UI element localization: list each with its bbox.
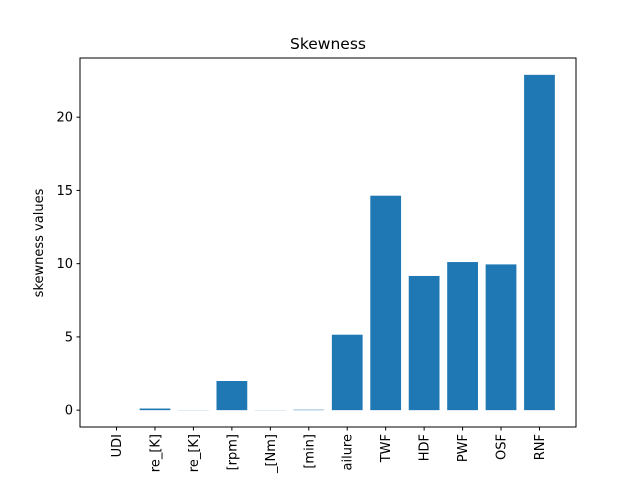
bar-7 — [370, 195, 402, 411]
y-tick-label-1: 5 — [65, 330, 73, 345]
x-tick-label-9: PWF — [456, 434, 471, 462]
bar-8 — [408, 275, 440, 411]
bar-10 — [485, 264, 517, 411]
y-tick-label-0: 0 — [65, 404, 73, 419]
y-tick-label-3: 15 — [56, 184, 73, 199]
x-tick-label-1: re_[K] — [148, 434, 163, 472]
x-tick-label-3: [rpm] — [225, 434, 240, 470]
bar-9 — [447, 262, 478, 411]
x-tick-label-2: re_[K] — [187, 434, 202, 472]
x-tick-label-7: TWF — [379, 434, 394, 463]
y-axis: 0 5 10 15 20 — [56, 111, 80, 419]
y-tick-label-2: 10 — [56, 257, 73, 272]
bar-3 — [216, 381, 248, 411]
y-axis-label: skewness values — [32, 188, 47, 297]
x-tick-label-8: HDF — [418, 434, 433, 461]
x-tick-label-10: OSF — [495, 434, 510, 460]
bar-1 — [139, 408, 171, 411]
bar-6 — [331, 334, 363, 411]
plot-frame — [79, 57, 577, 428]
bar-11 — [524, 74, 555, 411]
x-tick-label-11: RNF — [533, 434, 548, 460]
bars-group — [101, 74, 555, 411]
x-tick-label-0: UDI — [110, 434, 125, 457]
x-tick-label-5: [min] — [302, 434, 317, 469]
y-tick-label-4: 20 — [56, 111, 73, 126]
x-tick-label-6: ailure — [341, 434, 356, 471]
chart-title: Skewness — [290, 35, 366, 53]
x-tick-label-4: _[Nm] — [264, 434, 279, 474]
x-axis: UDI re_[K] re_[K] [rpm] _[Nm] [min] ailure TWF H… — [110, 427, 548, 474]
